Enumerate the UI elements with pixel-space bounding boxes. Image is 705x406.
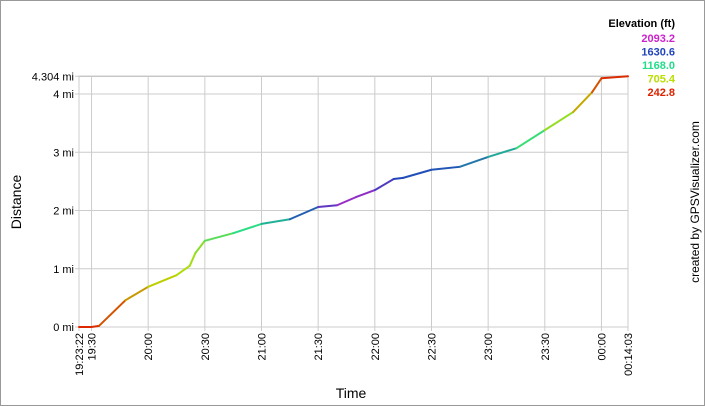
line-segment <box>572 91 594 114</box>
line-segment <box>98 299 127 327</box>
line-segment <box>147 274 178 288</box>
x-tick-label: 21:00 <box>257 333 269 361</box>
line-segment <box>373 178 395 192</box>
y-tick-label: 4 mi <box>53 89 74 101</box>
y-tick-label: 1 mi <box>53 264 74 276</box>
y-tick-label: 0 mi <box>53 322 74 334</box>
line-segment <box>402 168 433 179</box>
x-tick-label: 20:00 <box>143 333 155 361</box>
x-tick-label: 22:30 <box>426 333 438 361</box>
x-tick-label: 00:14:03 <box>623 333 635 376</box>
y-tick-label: 4.304 mi <box>32 71 74 83</box>
legend-value: 1630.6 <box>641 47 675 59</box>
line-segment <box>175 264 191 277</box>
legend-value: 2093.2 <box>641 33 675 45</box>
x-tick-label: 23:30 <box>540 333 552 361</box>
line-segment <box>188 252 197 267</box>
x-tick-label: 22:00 <box>370 333 382 361</box>
line-segment <box>515 129 546 150</box>
line-segment <box>90 324 101 328</box>
line-segment <box>392 176 405 181</box>
line-segment <box>487 147 518 158</box>
line-segment <box>458 155 490 168</box>
x-tick-label: 20:30 <box>200 333 212 361</box>
line-segment <box>232 222 263 235</box>
x-tick-label: 21:30 <box>313 333 325 361</box>
line-segment <box>600 75 629 80</box>
plot-area <box>78 75 629 328</box>
legend-value: 1168.0 <box>642 60 675 72</box>
y-tick-label: 3 mi <box>53 147 74 159</box>
line-segment <box>194 239 206 255</box>
line-segment <box>430 165 461 171</box>
line-segment <box>260 218 291 225</box>
x-tick-label: 23:00 <box>483 333 495 361</box>
line-segment <box>354 189 376 199</box>
legend-title: Elevation (ft) <box>608 18 675 30</box>
x-tick-label: 00:00 <box>596 333 608 361</box>
line-segment <box>317 204 339 209</box>
x-tick-label: 19:30 <box>87 333 99 361</box>
line-segment <box>203 232 235 242</box>
legend-value: 242.8 <box>647 87 675 99</box>
legend-value: 705.4 <box>647 74 675 86</box>
line-segment <box>543 111 575 132</box>
x-tick-label: 19:23:22 <box>74 333 86 376</box>
line-segment <box>288 206 320 221</box>
line-segment <box>591 77 603 94</box>
y-axis-label: Distance <box>8 175 24 230</box>
line-segment <box>124 285 150 302</box>
credit: created by GPSVisualizer.com <box>688 121 702 283</box>
line-segment <box>336 196 357 207</box>
x-axis-label: Time <box>336 385 367 401</box>
y-tick-label: 2 mi <box>53 206 74 218</box>
